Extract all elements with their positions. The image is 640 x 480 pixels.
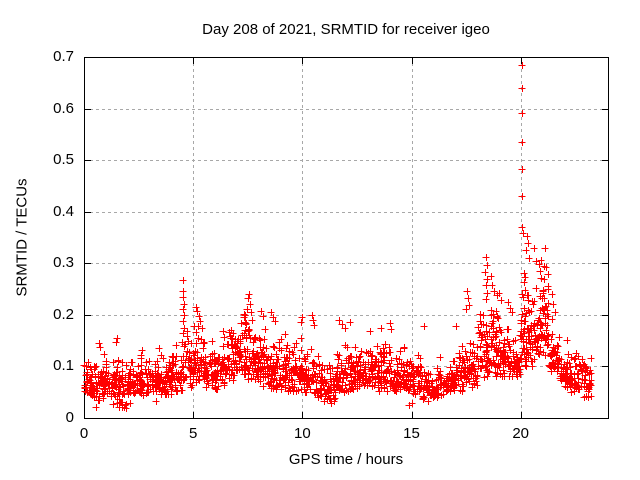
y-tick-label: 0.1	[53, 357, 74, 375]
y-tick-label: 0.4	[53, 202, 74, 220]
y-tick-label: 0.6	[53, 99, 74, 117]
y-tick-label: 0.5	[53, 151, 74, 169]
x-tick-label: 20	[512, 425, 529, 442]
scatter-points	[80, 62, 595, 412]
y-tick-label: 0.2	[53, 305, 74, 323]
x-axis-label: GPS time / hours	[288, 451, 404, 468]
y-tick-label: 0	[65, 409, 74, 426]
y-axis-label: SRMTID / TECUs	[13, 178, 31, 297]
plot-border	[84, 57, 609, 419]
y-tick-label: 0.3	[53, 254, 74, 272]
x-tick-label: 15	[403, 425, 420, 442]
x-tick-label: 0	[79, 425, 89, 442]
x-tick-label: 5	[188, 425, 198, 442]
y-tick-label: 0.7	[53, 48, 74, 65]
chart-title: Day 208 of 2021, SRMTID for receiver ige…	[202, 21, 490, 38]
x-tick-label: 10	[293, 425, 311, 442]
axis-ticks	[84, 57, 608, 419]
